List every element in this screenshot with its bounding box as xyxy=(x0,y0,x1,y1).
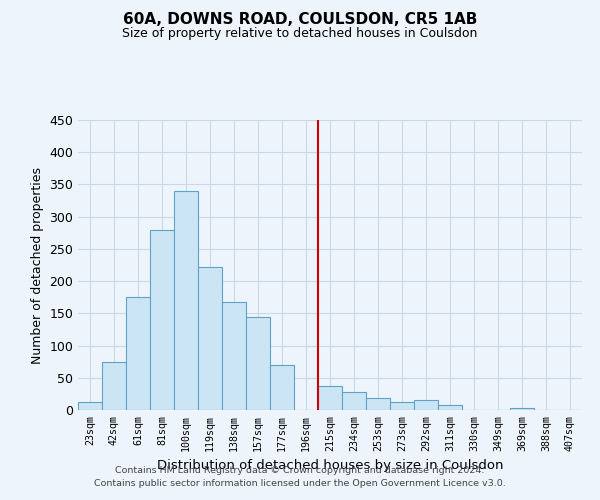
Bar xyxy=(150,230,174,410)
Y-axis label: Number of detached properties: Number of detached properties xyxy=(31,166,44,364)
Text: Contains HM Land Registry data © Crown copyright and database right 2024.
Contai: Contains HM Land Registry data © Crown c… xyxy=(94,466,506,487)
Bar xyxy=(318,386,342,410)
Text: 60A, DOWNS ROAD, COULSDON, CR5 1AB: 60A, DOWNS ROAD, COULSDON, CR5 1AB xyxy=(123,12,477,28)
X-axis label: Distribution of detached houses by size in Coulsdon: Distribution of detached houses by size … xyxy=(157,459,503,472)
Bar xyxy=(198,267,222,410)
Bar xyxy=(270,365,294,410)
Bar xyxy=(222,302,246,410)
Bar xyxy=(342,392,366,410)
Bar xyxy=(246,316,270,410)
Bar xyxy=(102,362,126,410)
Bar xyxy=(414,400,438,410)
Bar xyxy=(510,408,534,410)
Bar xyxy=(390,402,414,410)
Bar xyxy=(438,406,462,410)
Bar xyxy=(174,191,198,410)
Text: Size of property relative to detached houses in Coulsdon: Size of property relative to detached ho… xyxy=(122,28,478,40)
Bar xyxy=(78,402,102,410)
Bar xyxy=(126,297,150,410)
Bar xyxy=(366,398,390,410)
